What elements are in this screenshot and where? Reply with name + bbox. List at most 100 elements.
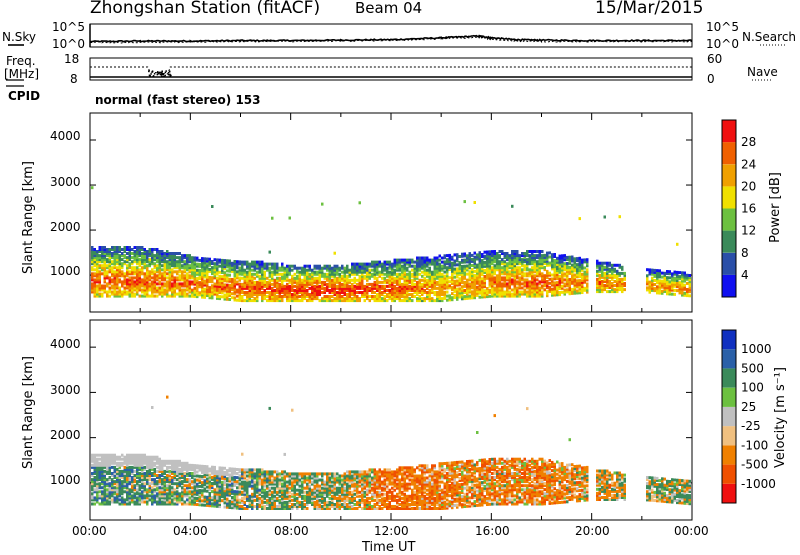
velocity-cell (156, 470, 159, 473)
power-cell (106, 291, 109, 294)
power-cell (369, 287, 372, 290)
power-cell (654, 287, 657, 290)
power-cell (226, 259, 229, 262)
nave-dot (165, 72, 167, 74)
power-cell (549, 262, 552, 265)
velocity-cell (199, 489, 202, 492)
velocity-cell (224, 471, 227, 474)
velocity-cell (119, 462, 122, 465)
power-cell (436, 291, 439, 294)
power-cell (159, 287, 162, 290)
power-cell (96, 285, 99, 288)
power-cell (91, 246, 94, 249)
power-cell (111, 278, 114, 281)
power-cell (116, 266, 119, 269)
power-cell (491, 250, 494, 253)
power-cell (239, 283, 242, 286)
power-cell (504, 260, 507, 263)
power-cell (654, 283, 657, 286)
power-cell-sparse (359, 201, 362, 204)
power-cell (349, 285, 352, 288)
power-cell (94, 272, 97, 275)
power-cell (341, 275, 344, 278)
power-cell (581, 259, 584, 262)
power-cell (446, 254, 449, 257)
power-cell (551, 253, 554, 256)
velocity-cell (121, 470, 124, 473)
power-cell (471, 258, 474, 261)
power-cell (446, 258, 449, 261)
power-cell (519, 254, 522, 257)
power-cell (359, 263, 362, 266)
power-cell (316, 277, 319, 280)
power-cell (91, 272, 94, 275)
power-cell (446, 295, 449, 298)
power-cell (156, 287, 159, 290)
power-cell (666, 270, 669, 273)
power-cell (679, 271, 682, 274)
power-cell (174, 270, 177, 273)
power-cell (371, 283, 374, 286)
power-cell (151, 280, 154, 283)
velocity-cell (224, 506, 227, 509)
velocity-cell (96, 458, 99, 461)
power-cell (239, 260, 242, 263)
velocity-cell (91, 472, 94, 475)
velocity-cell (91, 478, 94, 481)
power-cell (506, 252, 509, 255)
power-cell (214, 258, 217, 261)
power-cell (556, 257, 559, 260)
power-cell (219, 265, 222, 268)
power-cell (101, 293, 104, 296)
power-cell (126, 246, 129, 249)
velocity-cell (99, 454, 102, 457)
power-cell (514, 250, 517, 253)
power-cell (346, 265, 349, 268)
power-cell (576, 290, 579, 293)
power-cell (484, 261, 487, 264)
power-cell (561, 291, 564, 294)
velocity-cell (94, 488, 97, 491)
velocity-cell (134, 470, 137, 473)
power-cell (96, 250, 99, 253)
power-cell (354, 263, 357, 266)
power-cell (646, 268, 649, 271)
power-cell (289, 265, 292, 268)
power-cell (246, 261, 249, 264)
power-cell (516, 280, 519, 283)
power-cell (659, 279, 662, 282)
power-cell (556, 281, 559, 284)
power-cell (451, 256, 454, 259)
velocity-cell (119, 470, 122, 473)
nave-dot (168, 72, 170, 74)
power-cell (126, 291, 129, 294)
power-cell (519, 276, 522, 279)
power-cell (621, 272, 624, 275)
power-cell (566, 262, 569, 265)
velocity-cell (134, 501, 137, 504)
power-cell (186, 272, 189, 275)
power-cell (596, 270, 599, 273)
power-cell (521, 258, 524, 261)
power-cell (121, 248, 124, 251)
velocity-cell (131, 476, 134, 479)
power-cell (444, 254, 447, 257)
velocity-cell (201, 499, 204, 502)
power-cell (466, 254, 469, 257)
power-cell (446, 291, 449, 294)
power-cell (386, 261, 389, 264)
power-cell (464, 281, 467, 284)
power-cell (354, 277, 357, 280)
power-cell (134, 293, 137, 296)
velocity-cell (184, 488, 187, 491)
power-cell (106, 282, 109, 285)
power-cell (579, 279, 582, 282)
power-cell (439, 255, 442, 258)
power-cell (269, 267, 272, 270)
power-cell (431, 271, 434, 274)
velocity-cell (131, 494, 134, 497)
power-cell (561, 254, 564, 257)
power-cell-sparse (91, 186, 94, 189)
velocity-cell (169, 470, 172, 473)
power-cell (274, 263, 277, 266)
